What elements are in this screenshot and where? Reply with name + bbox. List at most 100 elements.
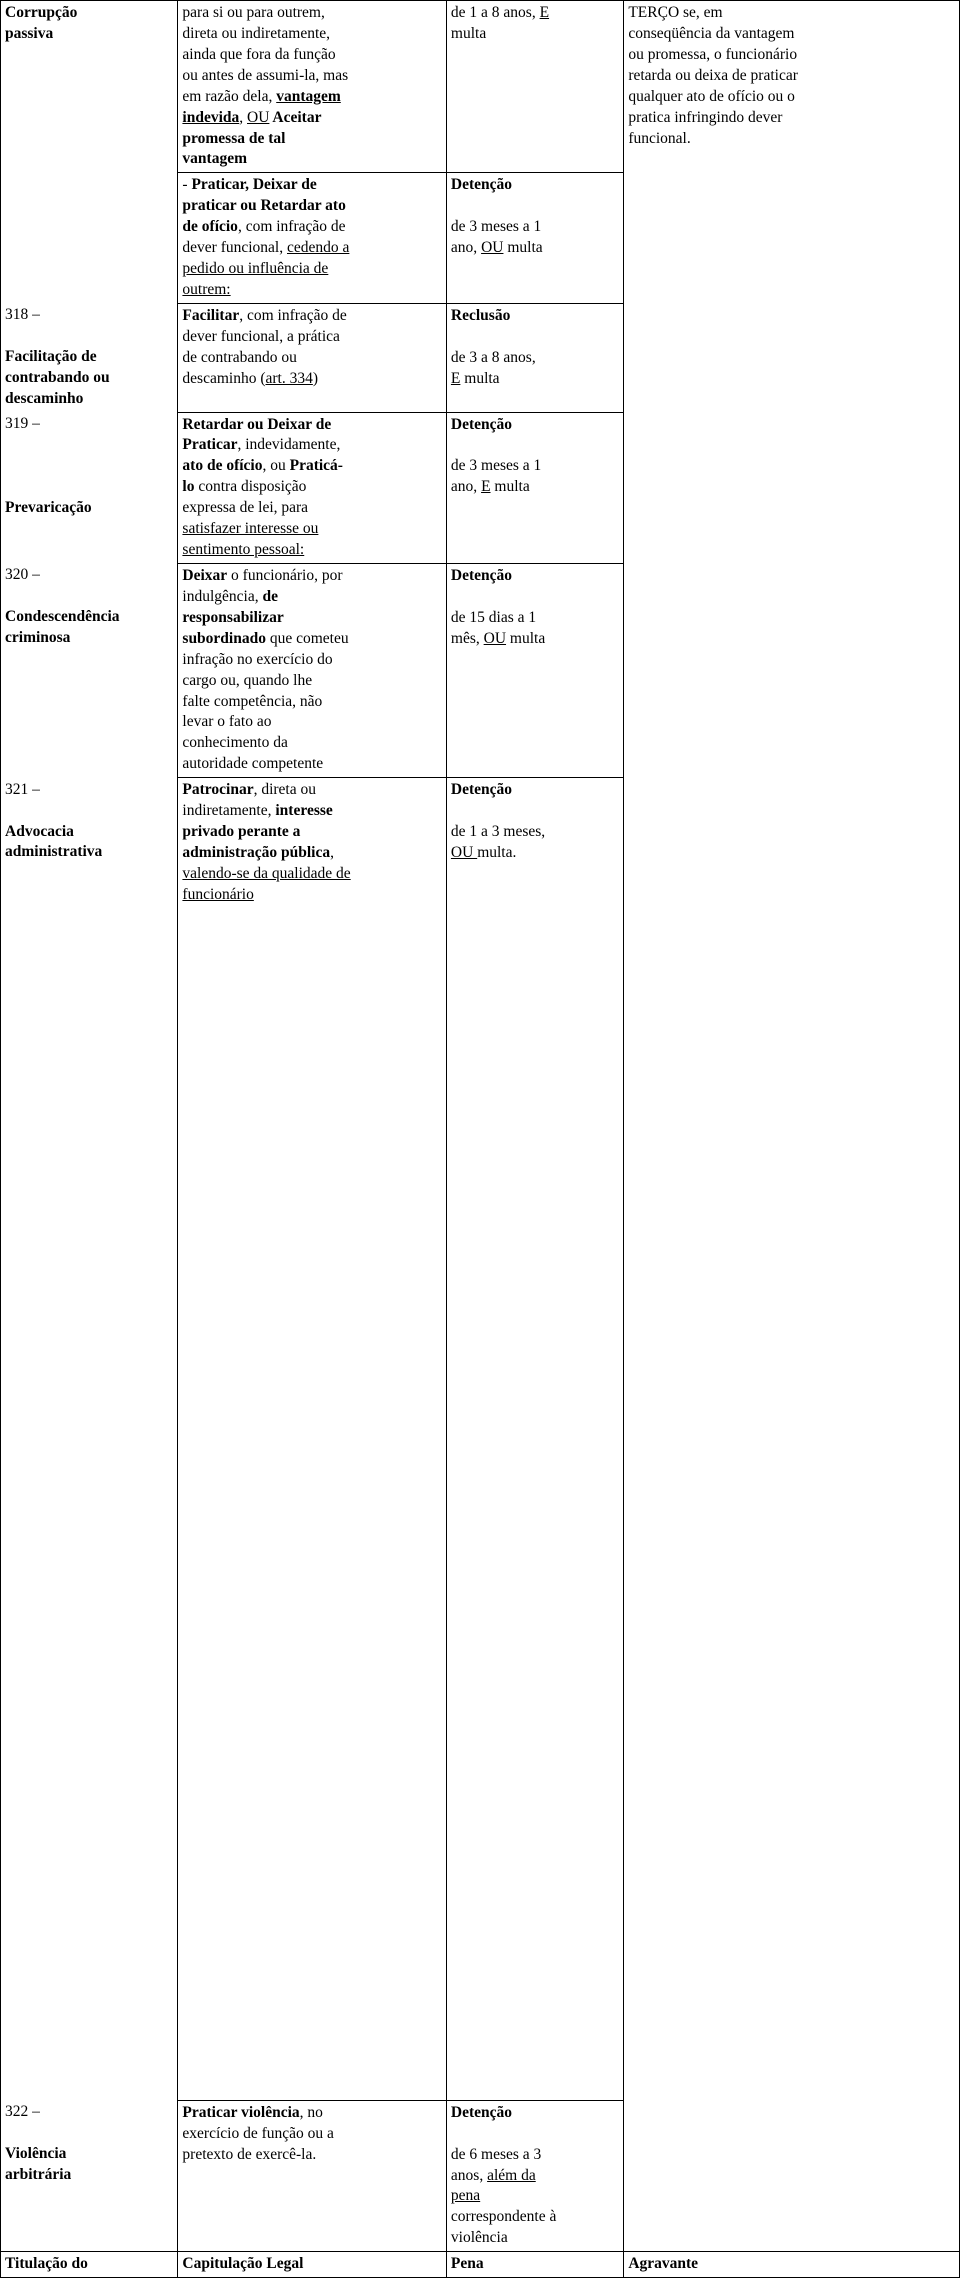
cell-title: 319 – Prevaricação [1, 412, 178, 563]
text: administração pública [182, 844, 330, 861]
text: criminosa [5, 629, 70, 646]
text: funcional. [628, 130, 690, 147]
text: 321 – [5, 781, 40, 798]
text: multa [491, 478, 530, 495]
text: pedido ou influência de [182, 260, 328, 277]
text: de 3 a 8 anos, [451, 349, 536, 366]
text: direta ou indiretamente, [182, 25, 330, 42]
cell-pena: Detenção de 3 meses a 1 ano, E multa [446, 412, 623, 563]
text: qualquer ato de ofício ou o [628, 88, 795, 105]
text: ainda que fora da função [182, 46, 335, 63]
text: OU [451, 844, 477, 861]
text: retarda ou deixa de praticar [628, 67, 798, 84]
text: multa. [477, 844, 516, 861]
text: , no [300, 2104, 323, 2121]
cell-desc: - Praticar, Deixar de praticar ou Retard… [178, 173, 447, 304]
text: conhecimento da [182, 734, 287, 751]
text: Detenção [451, 781, 512, 798]
text: interesse [275, 802, 332, 819]
text: OU [481, 239, 503, 256]
text: pretexto de exercê-la. [182, 2146, 316, 2163]
text: funcionário [182, 886, 253, 903]
text: contrabando ou [5, 369, 110, 386]
text: indevida [182, 109, 239, 126]
text: Praticar, Deixar de [191, 176, 316, 193]
text: Pena [451, 2255, 484, 2272]
text: ano, [451, 239, 481, 256]
cell-pena: Detenção de 1 a 3 meses, OU multa. [446, 778, 623, 2101]
text: de 1 a 8 anos, [451, 4, 540, 21]
text: exercício de função ou a [182, 2125, 333, 2142]
text: , [239, 109, 247, 126]
text: conseqüência da vantagem [628, 25, 794, 42]
text: E [481, 478, 490, 495]
text: vantagem [182, 150, 247, 167]
text: valendo-se da qualidade de [182, 865, 350, 882]
cell-pena: Reclusão de 3 a 8 anos, E multa [446, 303, 623, 412]
text: pratica infringindo dever [628, 109, 782, 126]
text: ) [313, 370, 318, 387]
text: 319 – [5, 415, 40, 432]
text: dever funcional, a prática [182, 328, 340, 345]
text: , indevidamente, [237, 436, 340, 453]
text: descaminho [5, 390, 83, 407]
text: Praticá- [290, 457, 343, 474]
text: de 3 meses a 1 [451, 457, 541, 474]
text: de 1 a 3 meses, [451, 823, 545, 840]
header-cell: Agravante [624, 2252, 960, 2278]
text: anos, [451, 2167, 487, 2184]
text: passiva [5, 25, 53, 42]
cell-pena: Detenção de 15 dias a 1 mês, OU multa [446, 563, 623, 777]
text: , com infração de [238, 218, 346, 235]
text: E [451, 370, 460, 387]
cell-desc: Praticar violência, no exercício de funç… [178, 2100, 447, 2251]
text: Titulação do [5, 2255, 88, 2272]
text: indiretamente, [182, 802, 275, 819]
text: sentimento pessoal: [182, 541, 304, 558]
text: multa [451, 25, 486, 42]
cell-pena: de 1 a 8 anos, E multa [446, 1, 623, 173]
cell-title: Corrupção passiva [1, 1, 178, 173]
cell-title: 318 – Facilitação de contrabando ou desc… [1, 303, 178, 412]
cell-desc: para si ou para outrem, direta ou indire… [178, 1, 447, 173]
table-row: Corrupção passiva para si ou para outrem… [1, 1, 960, 173]
text: Detenção [451, 176, 512, 193]
text: administrativa [5, 843, 102, 860]
header-cell: Capitulação Legal [178, 2252, 447, 2278]
text: de 6 meses a 3 [451, 2146, 541, 2163]
text: de 15 dias a 1 [451, 609, 536, 626]
text: multa [503, 239, 542, 256]
text: Agravante [628, 2255, 698, 2272]
text: , [330, 844, 334, 861]
text: outrem: [182, 281, 230, 298]
text: Aceitar [269, 109, 321, 126]
cell-desc: Facilitar, com infração de dever funcion… [178, 303, 447, 412]
text: infração no exercício do [182, 651, 332, 668]
text: cargo ou, quando lhe [182, 672, 312, 689]
cell-desc: Patrocinar, direta ou indiretamente, int… [178, 778, 447, 2101]
cell-desc: Retardar ou Deixar de Praticar, indevida… [178, 412, 447, 563]
text: vantagem [276, 88, 341, 105]
text: autoridade competente [182, 755, 323, 772]
text: Detenção [451, 567, 512, 584]
text: de ofício [182, 218, 238, 235]
text: indulgência, [182, 588, 262, 605]
text: satisfazer interesse ou [182, 520, 318, 537]
text: além da [487, 2167, 536, 2184]
text: pena [451, 2187, 480, 2204]
text: falte competência, não [182, 693, 322, 710]
text: Condescendência [5, 608, 120, 625]
text: Detenção [451, 416, 512, 433]
text: promessa de tal [182, 130, 285, 147]
text: dever funcional, [182, 239, 287, 256]
text: contra disposição [194, 478, 306, 495]
text: mês, [451, 630, 484, 647]
text: 322 – [5, 2103, 40, 2120]
text: de [262, 588, 278, 605]
text: Praticar [182, 436, 237, 453]
text: arbitrária [5, 2166, 71, 2183]
text: ato de ofício [182, 457, 262, 474]
text: E [540, 4, 549, 21]
text: Advocacia [5, 823, 74, 840]
text: lo [182, 478, 194, 495]
